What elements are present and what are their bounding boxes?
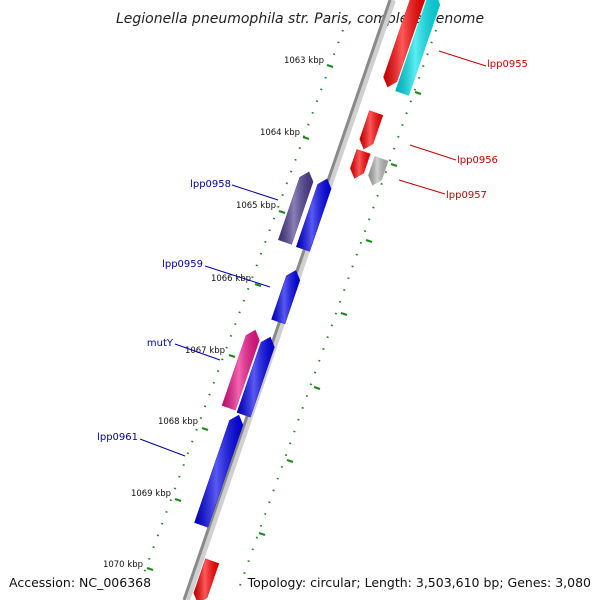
gene-arrow-shading: [278, 172, 313, 245]
tick-label: 1065 kbp: [236, 201, 276, 211]
gene-label: lpp0961: [97, 432, 138, 443]
tick-mark: [340, 311, 348, 317]
gene-arrow-shading: [383, 0, 425, 87]
tick-mark: [146, 566, 154, 572]
tick-label: 1067 kbp: [185, 346, 225, 356]
gene-arrow-shading: [359, 110, 383, 149]
gene-label: lpp0955: [487, 59, 528, 70]
gene-arrow-shading: [296, 179, 331, 252]
tick-mark: [286, 458, 294, 464]
tick-label: 1068 kbp: [158, 417, 198, 427]
gene-leader-line: [409, 144, 457, 161]
tick-label: 1066 kbp: [211, 274, 251, 284]
gene-label: lpp0959: [162, 259, 203, 270]
tick-mark: [365, 238, 373, 244]
topology-summary-text: Topology: circular; Length: 3,503,610 bp…: [247, 575, 591, 590]
tick-mark: [278, 209, 286, 215]
tick-mark: [201, 426, 209, 432]
tick-label: 1064 kbp: [260, 128, 300, 138]
gene-leader-line: [204, 265, 271, 288]
tick-marks: 1063 kbp 1064 kbp 1065 kbp 1066 kbp 1067 kbp…: [103, 56, 422, 572]
tick-mark: [326, 63, 334, 69]
tick-mark: [254, 282, 262, 288]
gene-label: lpp0957: [446, 190, 487, 201]
gene-labels: lpp0955 lpp0956 lpp0957 lpp0958 lpp0959 mutY l…: [97, 50, 528, 457]
gene-arrow-shading: [271, 270, 300, 324]
gene-leader-line: [231, 184, 279, 201]
gene-arrow-shading: [368, 156, 389, 186]
tick-mark: [228, 353, 236, 359]
tick-label: 1063 kbp: [284, 56, 324, 66]
tick-guide-inner: [142, 29, 344, 577]
map-title: Legionella pneumophila str. Paris, compl…: [116, 11, 484, 27]
tick-label: 1070 kbp: [103, 560, 143, 570]
tick-mark: [390, 162, 398, 168]
gene-arrow-shading: [395, 0, 440, 96]
tick-mark: [258, 531, 266, 537]
gene-arrow-shading: [237, 337, 275, 417]
tick-guide-outer: [236, 29, 437, 595]
gene-label: lpp0958: [190, 179, 231, 190]
gene-leader-line: [398, 179, 446, 195]
gene-arrow-shading: [222, 330, 260, 410]
gene-arrow-shading: [350, 149, 371, 179]
tick-mark: [174, 497, 182, 503]
gene-label: mutY: [147, 338, 174, 349]
gene-arrow-shading: [194, 415, 243, 528]
gene-leader-line: [139, 438, 186, 457]
gene-leader-line: [174, 343, 221, 361]
gene-leader-line: [438, 50, 487, 67]
gene-label: lpp0956: [457, 155, 498, 166]
gene-arrow-shading: [193, 558, 219, 600]
tick-mark: [313, 385, 321, 391]
tick-mark: [302, 135, 310, 141]
tick-mark: [414, 90, 422, 96]
accession-text: Accession: NC_006368: [9, 575, 151, 590]
tick-label: 1069 kbp: [131, 489, 171, 499]
gene-features: [193, 0, 441, 600]
